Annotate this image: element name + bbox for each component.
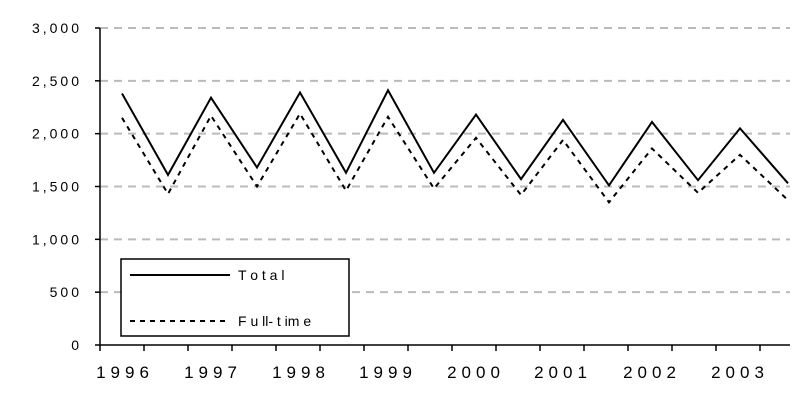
series-group [121,88,789,204]
x-tick-label: 1999 [359,363,417,382]
x-tick-label: 2001 [534,363,592,382]
legend: T o t a l F u ll- t im e [120,258,350,337]
legend-total-label: T o t a l [238,267,284,283]
y-tick-label: 1,000 [32,231,82,247]
y-tick-label: 1,500 [32,179,82,195]
series-total-line [121,88,789,188]
gridlines [100,27,790,294]
x-tick-label: 1997 [184,363,242,382]
legend-fulltime-label: F u ll- t im e [238,313,311,329]
x-tick-label: 2000 [447,363,505,382]
x-tick-label: 2003 [711,363,769,382]
series-fulltime-line [121,111,789,204]
x-tick-label: 2002 [623,363,681,382]
y-tick-label: 3,000 [32,20,82,36]
y-tick-label: 2,000 [32,126,82,142]
legend-box [120,258,350,337]
x-axis-ticks: 1996 1997 1998 1999 2000 2001 2002 2003 [96,345,769,382]
y-tick-label: 2,500 [32,73,82,89]
y-tick-label: 500 [50,284,82,300]
x-tick-label: 1996 [96,363,154,382]
y-tick-label: 0 [71,337,82,353]
y-axis-ticks: 0 500 1,000 1,500 2,000 2,500 3,000 [32,20,100,353]
x-tick-label: 1998 [272,363,330,382]
